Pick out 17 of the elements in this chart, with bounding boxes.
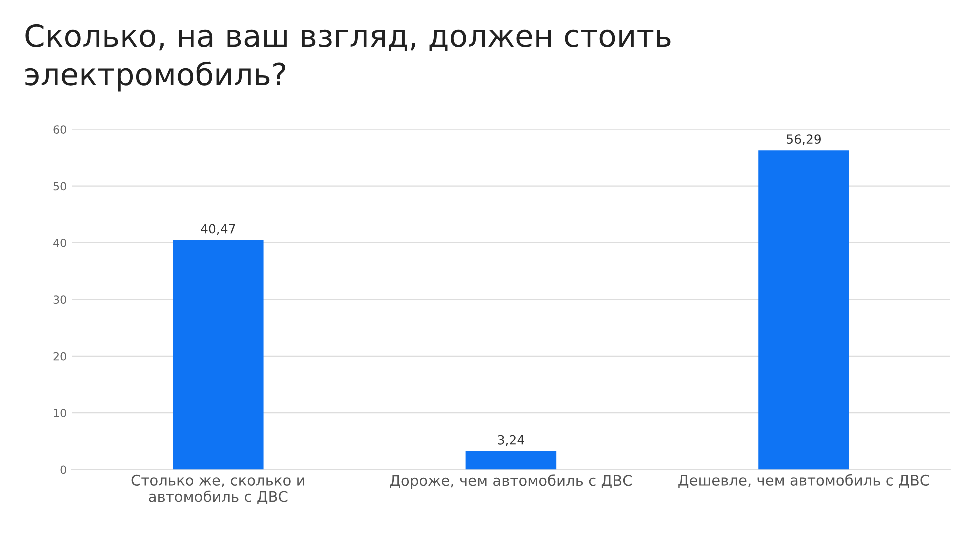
data-label: 3,24 [498,435,524,446]
x-tick-label: Дешевле, чем автомобиль с ДВС [678,474,930,488]
chart-title: Сколько, на ваш взгляд, должен стоить электромобиль? [26,24,671,92]
data-label: 56,29 [787,134,822,146]
y-tick-label: 40 [54,238,66,248]
data-label: 40,47 [201,224,236,236]
y-tick-label: 30 [54,296,66,304]
bar [173,240,264,470]
x-tick-label: Дороже, чем автомобиль с ДВС [390,474,632,490]
y-tick-label: 0 [60,466,66,474]
y-tick-label: 60 [54,126,66,134]
y-tick-label: 20 [54,352,66,361]
y-tick-label: 10 [54,409,66,418]
bar [758,150,850,470]
bar [466,451,557,470]
x-tick-label: Столько же, сколько и автомобиль с ДВС [132,474,304,504]
y-tick-label: 50 [54,182,66,191]
